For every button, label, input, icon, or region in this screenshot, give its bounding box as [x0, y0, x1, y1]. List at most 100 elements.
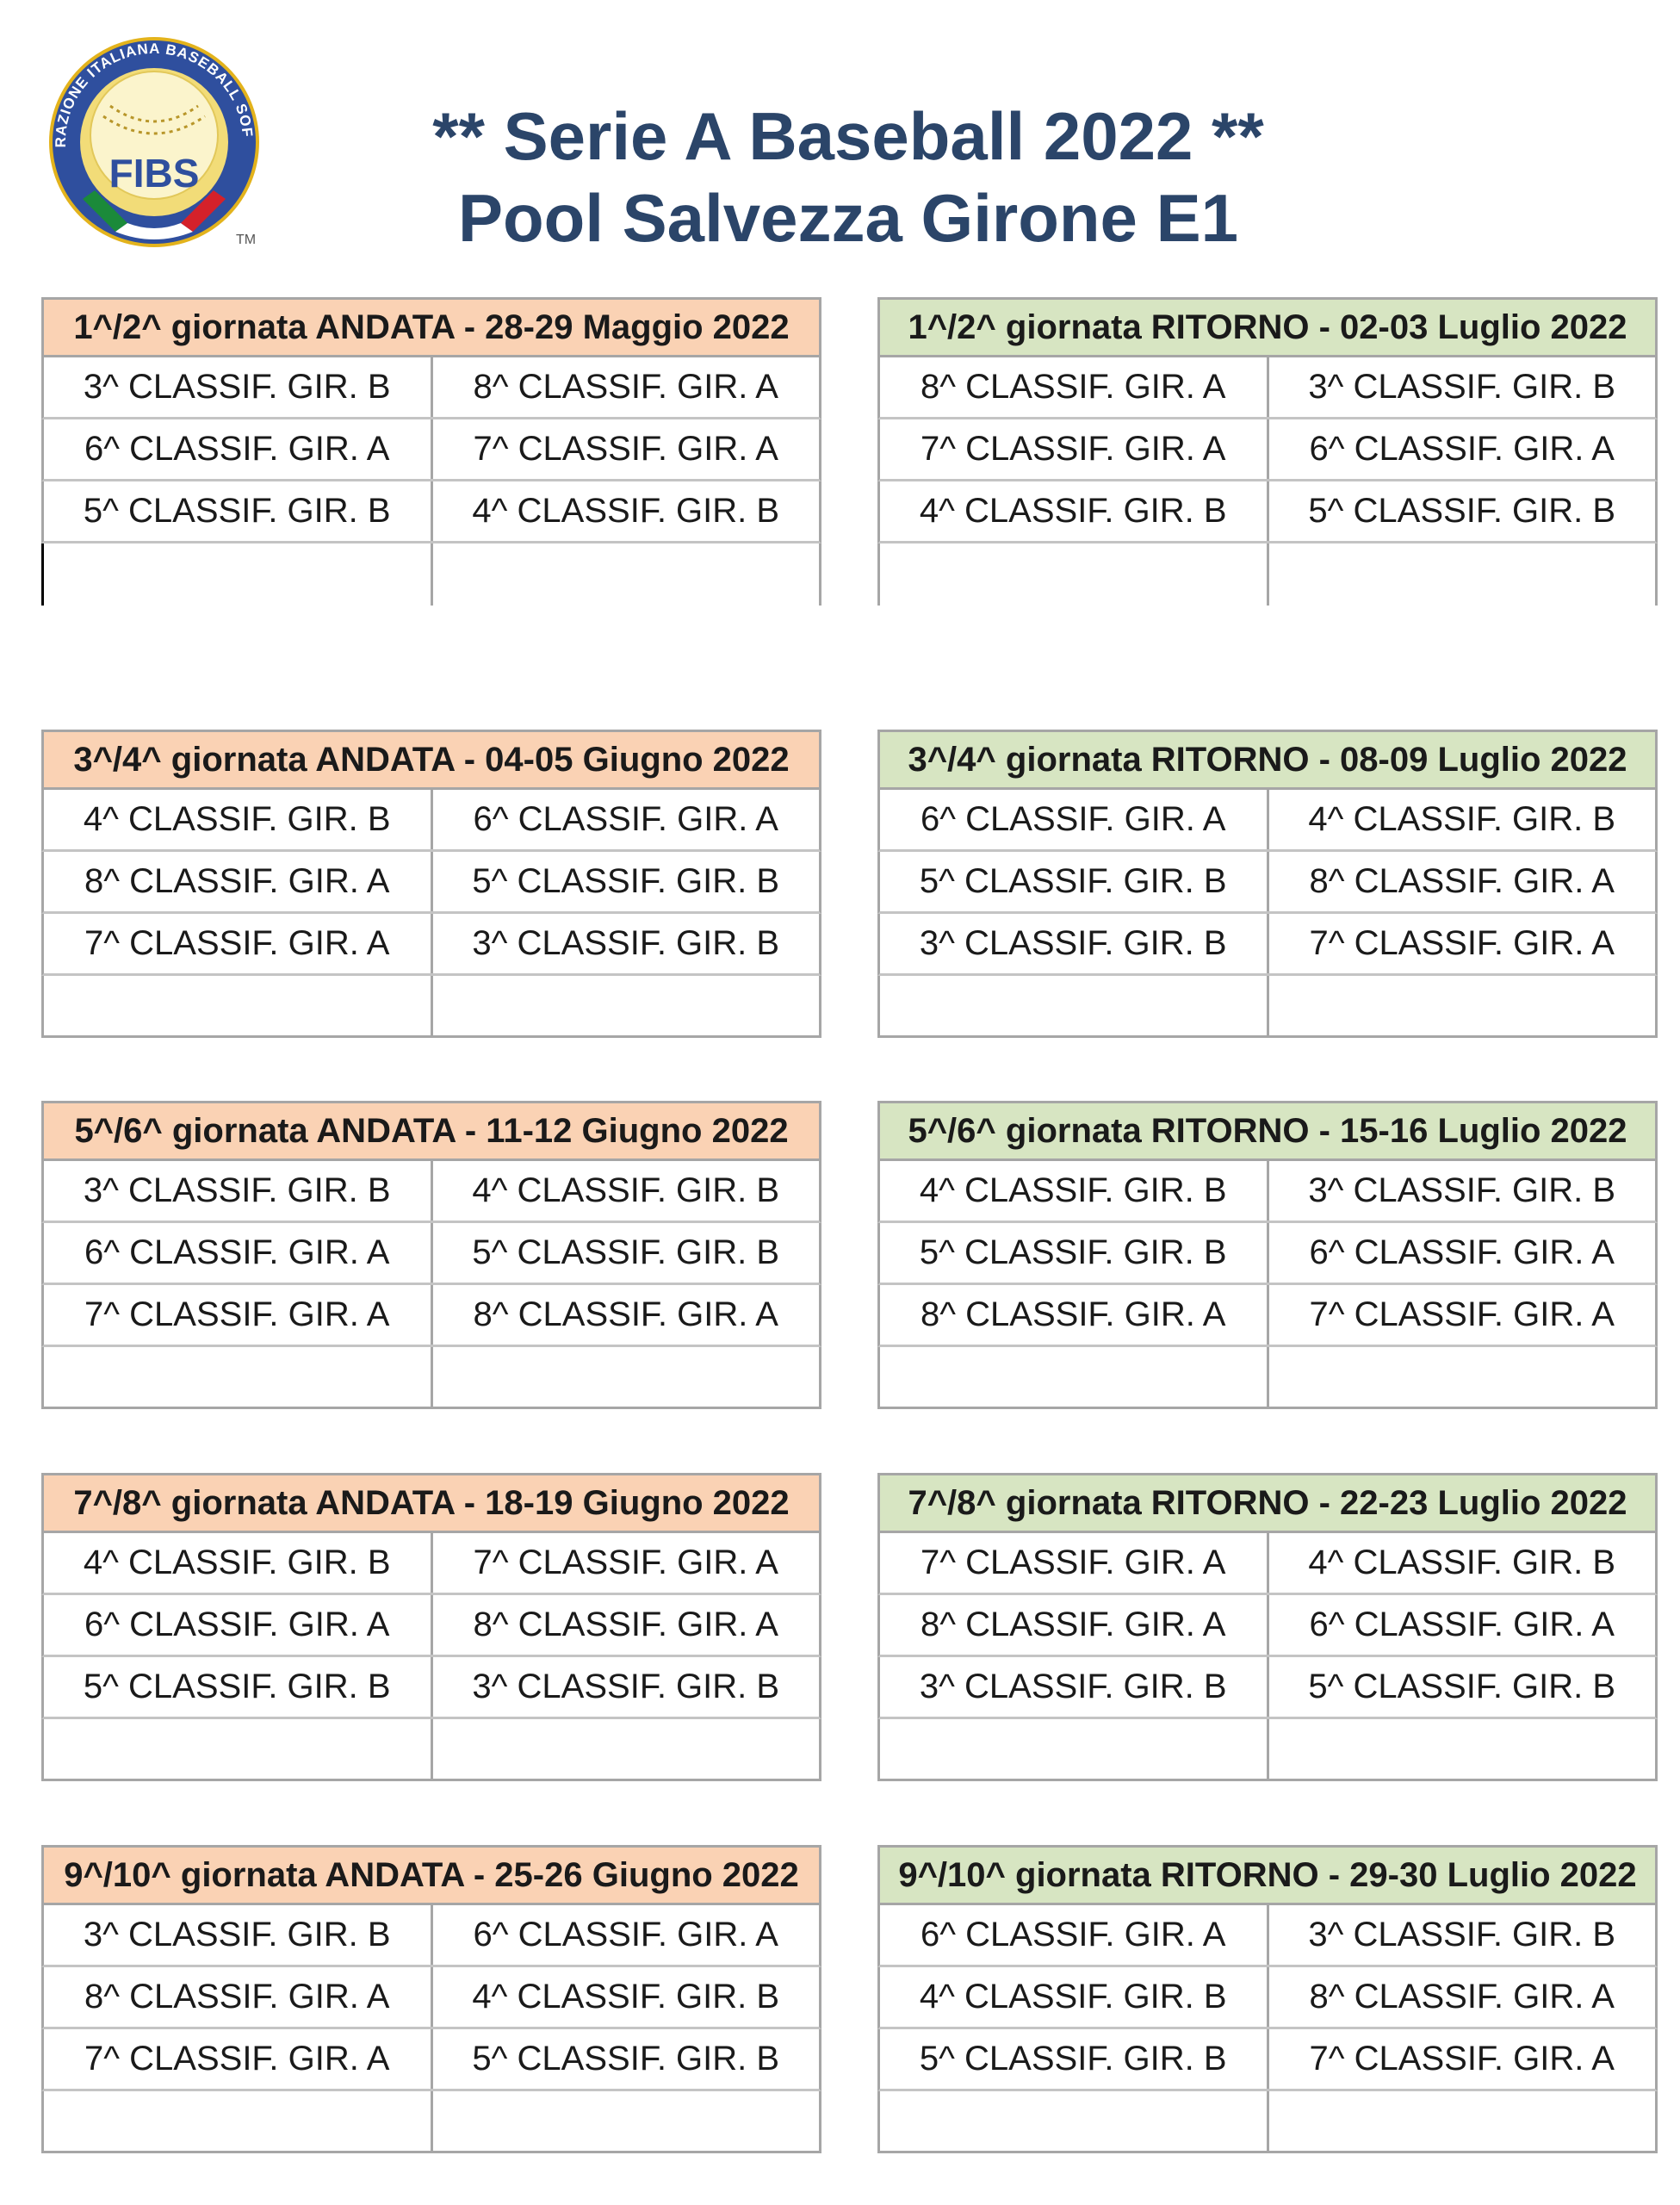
match-row: 4^ CLASSIF. GIR. B 3^ CLASSIF. GIR. B: [877, 1161, 1658, 1223]
round-header: 1^/2^ giornata RITORNO - 02-03 Luglio 20…: [877, 297, 1658, 357]
home-team-cell: [44, 976, 431, 1035]
home-team-cell: 5^ CLASSIF. GIR. B: [83, 492, 391, 530]
away-team-cell: 7^ CLASSIF. GIR. A: [430, 1533, 820, 1593]
away-team-cell: [1266, 2091, 1656, 2151]
away-team-cell: 6^ CLASSIF. GIR. A: [1266, 419, 1656, 479]
away-team-cell: [1266, 1347, 1656, 1407]
away-team-cell: [1266, 1719, 1656, 1779]
home-team-cell: 4^ CLASSIF. GIR. B: [919, 1171, 1227, 1209]
home-team-cell: 4^ CLASSIF. GIR. B: [83, 1544, 391, 1581]
round-header: 7^/8^ giornata RITORNO - 22-23 Luglio 20…: [877, 1473, 1658, 1533]
match-row: 3^ CLASSIF. GIR. B 8^ CLASSIF. GIR. A: [41, 357, 821, 419]
match-row: 6^ CLASSIF. GIR. A 3^ CLASSIF. GIR. B: [877, 1905, 1658, 1967]
match-row: [41, 976, 821, 1038]
home-team-cell: [880, 1719, 1267, 1779]
round-header: 1^/2^ giornata ANDATA - 28-29 Maggio 202…: [41, 297, 821, 357]
match-row: 5^ CLASSIF. GIR. B 4^ CLASSIF. GIR. B: [41, 481, 821, 543]
round-1-ritorno-table: 1^/2^ giornata RITORNO - 02-03 Luglio 20…: [877, 297, 1658, 606]
away-team-cell: 5^ CLASSIF. GIR. B: [430, 852, 820, 911]
away-team-cell: 8^ CLASSIF. GIR. A: [1266, 852, 1656, 911]
home-team-cell: 8^ CLASSIF. GIR. A: [84, 862, 390, 900]
match-row: 8^ CLASSIF. GIR. A 6^ CLASSIF. GIR. A: [877, 1595, 1658, 1657]
away-team-cell: 6^ CLASSIF. GIR. A: [430, 1905, 820, 1965]
away-team-cell: 6^ CLASSIF. GIR. A: [1266, 1595, 1656, 1655]
away-team-cell: 3^ CLASSIF. GIR. B: [1266, 1161, 1656, 1221]
home-team-cell: 5^ CLASSIF. GIR. B: [919, 2040, 1227, 2078]
match-row: 4^ CLASSIF. GIR. B 6^ CLASSIF. GIR. A: [41, 790, 821, 852]
match-row: 4^ CLASSIF. GIR. B 8^ CLASSIF. GIR. A: [877, 1967, 1658, 2029]
round-2-andata-table: 3^/4^ giornata ANDATA - 04-05 Giugno 202…: [41, 730, 821, 1038]
match-row: 3^ CLASSIF. GIR. B 4^ CLASSIF. GIR. B: [41, 1161, 821, 1223]
match-row: 5^ CLASSIF. GIR. B 3^ CLASSIF. GIR. B: [41, 1657, 821, 1719]
home-team-cell: 3^ CLASSIF. GIR. B: [83, 368, 391, 406]
home-team-cell: 6^ CLASSIF. GIR. A: [84, 1606, 390, 1643]
round-header: 5^/6^ giornata ANDATA - 11-12 Giugno 202…: [41, 1101, 821, 1161]
match-row: 7^ CLASSIF. GIR. A 3^ CLASSIF. GIR. B: [41, 914, 821, 976]
away-team-cell: 7^ CLASSIF. GIR. A: [1266, 1285, 1656, 1345]
fibs-logo: FIBS FEDERAZIONE ITALIANA BASEBALL SOFTB…: [25, 9, 281, 247]
match-row: 3^ CLASSIF. GIR. B 7^ CLASSIF. GIR. A: [877, 914, 1658, 976]
match-row: [41, 543, 821, 606]
round-header: 7^/8^ giornata ANDATA - 18-19 Giugno 202…: [41, 1473, 821, 1533]
match-row: 6^ CLASSIF. GIR. A 7^ CLASSIF. GIR. A: [41, 419, 821, 481]
home-team-cell: [44, 1347, 431, 1407]
logo-fibs-text: FIBS: [109, 151, 200, 196]
match-row: 7^ CLASSIF. GIR. A 5^ CLASSIF. GIR. B: [41, 2029, 821, 2091]
home-team-cell: 5^ CLASSIF. GIR. B: [83, 1668, 391, 1705]
match-row: 4^ CLASSIF. GIR. B 5^ CLASSIF. GIR. B: [877, 481, 1658, 543]
match-row: [41, 1719, 821, 1781]
away-team-cell: 8^ CLASSIF. GIR. A: [430, 1285, 820, 1345]
home-team-cell: [880, 2091, 1267, 2151]
away-team-cell: 3^ CLASSIF. GIR. B: [1266, 357, 1656, 417]
away-team-cell: 5^ CLASSIF. GIR. B: [430, 2029, 820, 2089]
match-row: [877, 976, 1658, 1038]
home-team-cell: [44, 2091, 431, 2151]
match-row: 5^ CLASSIF. GIR. B 6^ CLASSIF. GIR. A: [877, 1223, 1658, 1285]
home-team-cell: 5^ CLASSIF. GIR. B: [919, 862, 1227, 900]
home-team-cell: [44, 1719, 431, 1779]
round-5-ritorno-table: 9^/10^ giornata RITORNO - 29-30 Luglio 2…: [877, 1845, 1658, 2153]
home-team-cell: 7^ CLASSIF. GIR. A: [84, 1295, 390, 1333]
away-team-cell: 7^ CLASSIF. GIR. A: [430, 419, 820, 479]
away-team-cell: 4^ CLASSIF. GIR. B: [430, 1161, 820, 1221]
match-row: 5^ CLASSIF. GIR. B 7^ CLASSIF. GIR. A: [877, 2029, 1658, 2091]
match-row: 4^ CLASSIF. GIR. B 7^ CLASSIF. GIR. A: [41, 1533, 821, 1595]
round-header: 9^/10^ giornata RITORNO - 29-30 Luglio 2…: [877, 1845, 1658, 1905]
match-row: 7^ CLASSIF. GIR. A 4^ CLASSIF. GIR. B: [877, 1533, 1658, 1595]
away-team-cell: 8^ CLASSIF. GIR. A: [1266, 1967, 1656, 2027]
away-team-cell: 5^ CLASSIF. GIR. B: [430, 1223, 820, 1283]
round-5-andata-table: 9^/10^ giornata ANDATA - 25-26 Giugno 20…: [41, 1845, 821, 2153]
away-team-cell: 8^ CLASSIF. GIR. A: [430, 357, 820, 417]
away-team-cell: 4^ CLASSIF. GIR. B: [430, 1967, 820, 2027]
page-subtitle: Pool Salvezza Girone E1: [458, 180, 1238, 256]
home-team-cell: 4^ CLASSIF. GIR. B: [919, 492, 1227, 530]
text-cursor: [41, 543, 44, 606]
away-team-cell: 3^ CLASSIF. GIR. B: [430, 914, 820, 973]
home-team-cell: [880, 976, 1267, 1035]
home-team-cell: 3^ CLASSIF. GIR. B: [83, 1916, 391, 1953]
away-team-cell: 7^ CLASSIF. GIR. A: [1266, 2029, 1656, 2089]
round-1-andata-table: 1^/2^ giornata ANDATA - 28-29 Maggio 202…: [41, 297, 821, 606]
round-header: 5^/6^ giornata RITORNO - 15-16 Luglio 20…: [877, 1101, 1658, 1161]
match-row: [877, 543, 1658, 606]
home-team-cell: [880, 543, 1267, 606]
match-row: [877, 1347, 1658, 1409]
home-team-cell: 8^ CLASSIF. GIR. A: [921, 1606, 1226, 1643]
away-team-cell: [430, 976, 820, 1035]
away-team-cell: [1266, 543, 1656, 606]
home-team-cell: 7^ CLASSIF. GIR. A: [84, 2040, 390, 2078]
round-header: 9^/10^ giornata ANDATA - 25-26 Giugno 20…: [41, 1845, 821, 1905]
away-team-cell: 4^ CLASSIF. GIR. B: [1266, 1533, 1656, 1593]
match-row: 7^ CLASSIF. GIR. A 6^ CLASSIF. GIR. A: [877, 419, 1658, 481]
match-row: [877, 2091, 1658, 2153]
logo-tm: TM: [236, 233, 256, 247]
round-4-andata-table: 7^/8^ giornata ANDATA - 18-19 Giugno 202…: [41, 1473, 821, 1781]
away-team-cell: 3^ CLASSIF. GIR. B: [430, 1657, 820, 1717]
away-team-cell: 6^ CLASSIF. GIR. A: [1266, 1223, 1656, 1283]
home-team-cell: 8^ CLASSIF. GIR. A: [921, 1295, 1226, 1333]
home-team-cell: 7^ CLASSIF. GIR. A: [921, 430, 1226, 468]
match-row: 8^ CLASSIF. GIR. A 7^ CLASSIF. GIR. A: [877, 1285, 1658, 1347]
away-team-cell: [430, 1719, 820, 1779]
round-header: 3^/4^ giornata ANDATA - 04-05 Giugno 202…: [41, 730, 821, 790]
home-team-cell: 8^ CLASSIF. GIR. A: [84, 1978, 390, 2016]
